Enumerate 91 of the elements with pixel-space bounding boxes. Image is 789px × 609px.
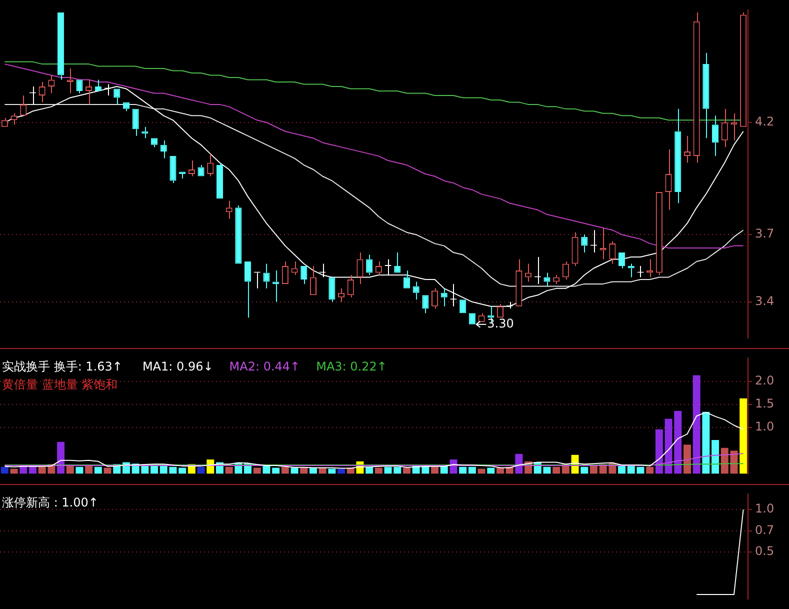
bar (104, 468, 112, 474)
bar (712, 440, 720, 474)
candlestick (609, 240, 616, 264)
candlestick (544, 272, 550, 287)
candlestick (572, 232, 578, 266)
y-tick-label: 3.7 (755, 226, 774, 241)
candlestick (244, 262, 252, 318)
candlestick (581, 234, 588, 254)
candlestick (114, 88, 120, 105)
candlestick (693, 12, 700, 164)
candlestick (440, 288, 448, 307)
bar (702, 412, 710, 474)
bar (459, 466, 467, 474)
candlestick (10, 112, 18, 126)
bar (10, 468, 18, 474)
bar (290, 468, 298, 474)
bar (740, 398, 748, 474)
candlestick (132, 108, 139, 136)
candlestick (674, 108, 682, 204)
candlestick (328, 277, 336, 302)
candlestick (422, 295, 429, 314)
bar (515, 454, 523, 474)
y-tick-label: 0.5 (755, 544, 774, 558)
bar (402, 468, 410, 474)
bar (0, 466, 8, 474)
candlestick (721, 108, 728, 148)
text: MA3: 0.22↑ (316, 359, 387, 374)
bar (374, 468, 382, 474)
bar (253, 468, 261, 474)
text: 黄倍量 蓝地量 紫饱和 (2, 377, 118, 392)
bar (281, 466, 289, 474)
chart-title: 实战换手 换手: 1.63↑ (2, 359, 122, 374)
candlestick (366, 254, 373, 276)
bar (272, 468, 280, 474)
candlestick (272, 270, 280, 302)
candlestick (291, 261, 298, 276)
candlestick (310, 266, 316, 296)
bar (692, 375, 700, 474)
bar (487, 468, 495, 474)
candlestick (665, 148, 672, 210)
candlestick (170, 156, 176, 184)
bar (94, 466, 102, 474)
candlestick (600, 227, 606, 260)
text: 涨停新高 : 1.00↑ (2, 495, 98, 510)
candlestick (403, 270, 410, 288)
bar (197, 466, 205, 474)
bar (328, 468, 336, 474)
candlestick (20, 94, 27, 116)
bar (76, 466, 84, 474)
bar (262, 466, 270, 474)
candlestick (562, 261, 569, 280)
candlestick (160, 140, 167, 159)
candlestick (356, 252, 364, 284)
bar (468, 466, 476, 474)
candlestick (198, 164, 204, 176)
candlestick (656, 192, 662, 276)
y-tick-label: 1.0 (755, 502, 774, 516)
text: MA1: 0.96↓ (142, 359, 214, 374)
bar (683, 444, 691, 474)
bar (478, 468, 486, 474)
candlestick (702, 52, 710, 139)
y-tick-label: 0.7 (755, 522, 774, 537)
bar (225, 466, 233, 474)
bar (57, 442, 65, 474)
bar (431, 466, 439, 474)
candlestick (394, 252, 401, 273)
bar (338, 468, 346, 474)
bar (618, 466, 626, 474)
candlestick (282, 261, 288, 284)
y-tick-label: 1.5 (755, 396, 774, 411)
y-tick-label: 3.4 (755, 294, 774, 308)
candlestick (58, 12, 64, 80)
candlestick (516, 258, 522, 306)
candlestick (347, 274, 354, 298)
candlestick (412, 281, 420, 300)
candlestick (712, 115, 719, 157)
candlestick (496, 304, 504, 318)
y-tick-label: 4.2 (755, 114, 774, 129)
bar (552, 466, 560, 474)
candlestick (263, 263, 270, 289)
bar (655, 429, 663, 474)
bar (300, 468, 308, 474)
y-tick-label: 1.0 (755, 420, 774, 434)
bar (646, 466, 654, 474)
text: MA2: 0.44↑ (229, 359, 300, 374)
candlestick (300, 266, 308, 284)
candlestick (207, 153, 214, 177)
y-tick-label: 2.0 (755, 373, 774, 388)
bar (580, 466, 588, 474)
annotation: 3.30 (487, 316, 514, 330)
bar (178, 468, 186, 474)
